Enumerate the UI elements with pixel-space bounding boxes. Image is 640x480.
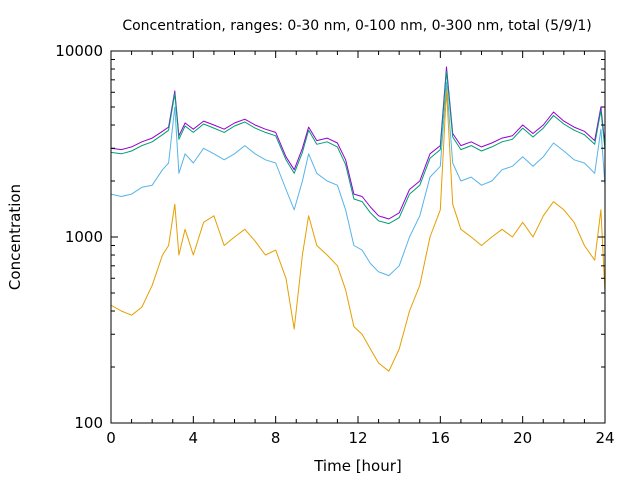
x-tick-label: 0	[106, 429, 116, 447]
y-axis-label: Concentration	[6, 184, 24, 290]
plot-frame	[110, 50, 606, 424]
series-line-2	[110, 70, 606, 225]
y-tick-label: 10000	[55, 42, 103, 60]
x-tick-label: 16	[431, 429, 450, 447]
x-tick-label: 4	[189, 429, 199, 447]
x-axis-label: Time [hour]	[313, 457, 402, 475]
tick-layer: 0 4 8 12 16 20 24 100 1000 10000	[55, 42, 614, 447]
series-line-1	[110, 66, 606, 220]
series-line-4	[110, 89, 606, 372]
y-tick-label: 1000	[65, 228, 103, 246]
x-tick-label: 12	[348, 429, 367, 447]
x-tick-label: 24	[595, 429, 614, 447]
series-line-3	[110, 81, 606, 277]
x-tick-label: 8	[271, 429, 281, 447]
series-layer	[110, 66, 606, 372]
x-tick-label: 20	[513, 429, 532, 447]
chart-title: Concentration, ranges: 0-30 nm, 0-100 nm…	[122, 18, 591, 34]
y-tick-label: 100	[74, 414, 103, 432]
